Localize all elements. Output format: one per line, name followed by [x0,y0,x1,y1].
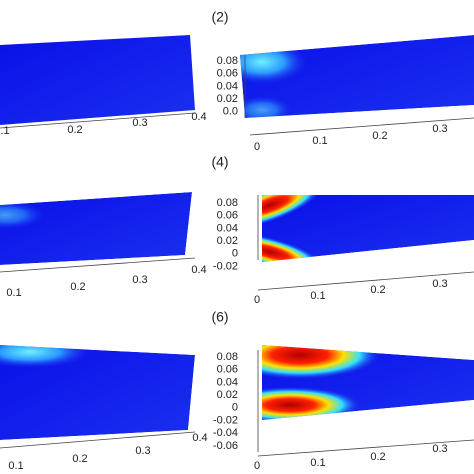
x-tick-label: 0.2 [372,130,387,142]
surface [0,192,192,265]
panel-label: (4) [211,154,228,170]
x-tick-label: 0 [254,294,260,306]
y-tick-label: -0.02 [213,260,238,272]
panel-label: (2) [211,9,228,25]
y-tick-label: 0.06 [217,210,238,222]
y-tick-label: 0.04 [217,80,238,92]
y-tick-label: -0.02 [213,414,238,426]
y-tick-label: 0.08 [217,55,238,67]
y-tick-label: 0 [232,248,238,260]
x-tick-label: 0.4 [192,432,207,444]
x-tick-label: 0.3 [432,443,447,455]
x-tick-label: 0.2 [70,281,85,293]
x-tick-label: 0.3 [135,445,150,457]
x-tick-label: 0.3 [132,117,147,129]
x-tick-label: 0 [254,141,260,153]
y-tick-label: 0.06 [217,68,238,80]
x-tick-label: 0.3 [432,278,447,290]
y-tick-label: 0 [232,402,238,414]
x-tick-label: 0.4 [191,264,206,276]
y-tick-label: 0.04 [217,376,238,388]
surface [262,195,474,262]
surface [0,35,195,125]
x-tick-label: 0.2 [67,124,82,136]
x-tick-label: 0.1 [312,135,327,147]
y-tick-label: 0.04 [217,222,238,234]
x-tick-label: 0.1 [8,460,23,472]
y-tick-label: 0.02 [217,389,238,401]
y-tick-label: 0.08 [217,197,238,209]
y-tick-label: 0.02 [217,235,238,247]
x-tick-label: 0.4 [191,111,206,123]
x-tick-label: 0.1 [310,457,325,469]
y-tick-label: 0.06 [217,364,238,376]
x-tick-label: 0.3 [132,274,147,286]
x-tick-label: 0 [254,460,260,472]
y-tick-label: 0.0 [223,106,238,118]
axes [0,55,474,457]
panel-label: (6) [211,309,228,325]
surface [0,345,195,440]
y-tick-label: 0.08 [217,351,238,363]
surface [262,345,474,420]
y-tick-label: 0.02 [217,93,238,105]
y-tick-label: -0.06 [213,440,238,452]
x-tick-label: 0.2 [370,451,385,463]
x-tick-label: 0.1 [310,290,325,302]
y-tick-label: -0.04 [213,427,238,439]
surface [240,35,474,118]
x-tick-label: 0.1 [0,125,10,137]
x-tick-label: 0.1 [6,287,21,299]
x-tick-label: 0.3 [432,123,447,135]
x-tick-label: 0.2 [370,284,385,296]
x-tick-label: 0.2 [72,453,87,465]
